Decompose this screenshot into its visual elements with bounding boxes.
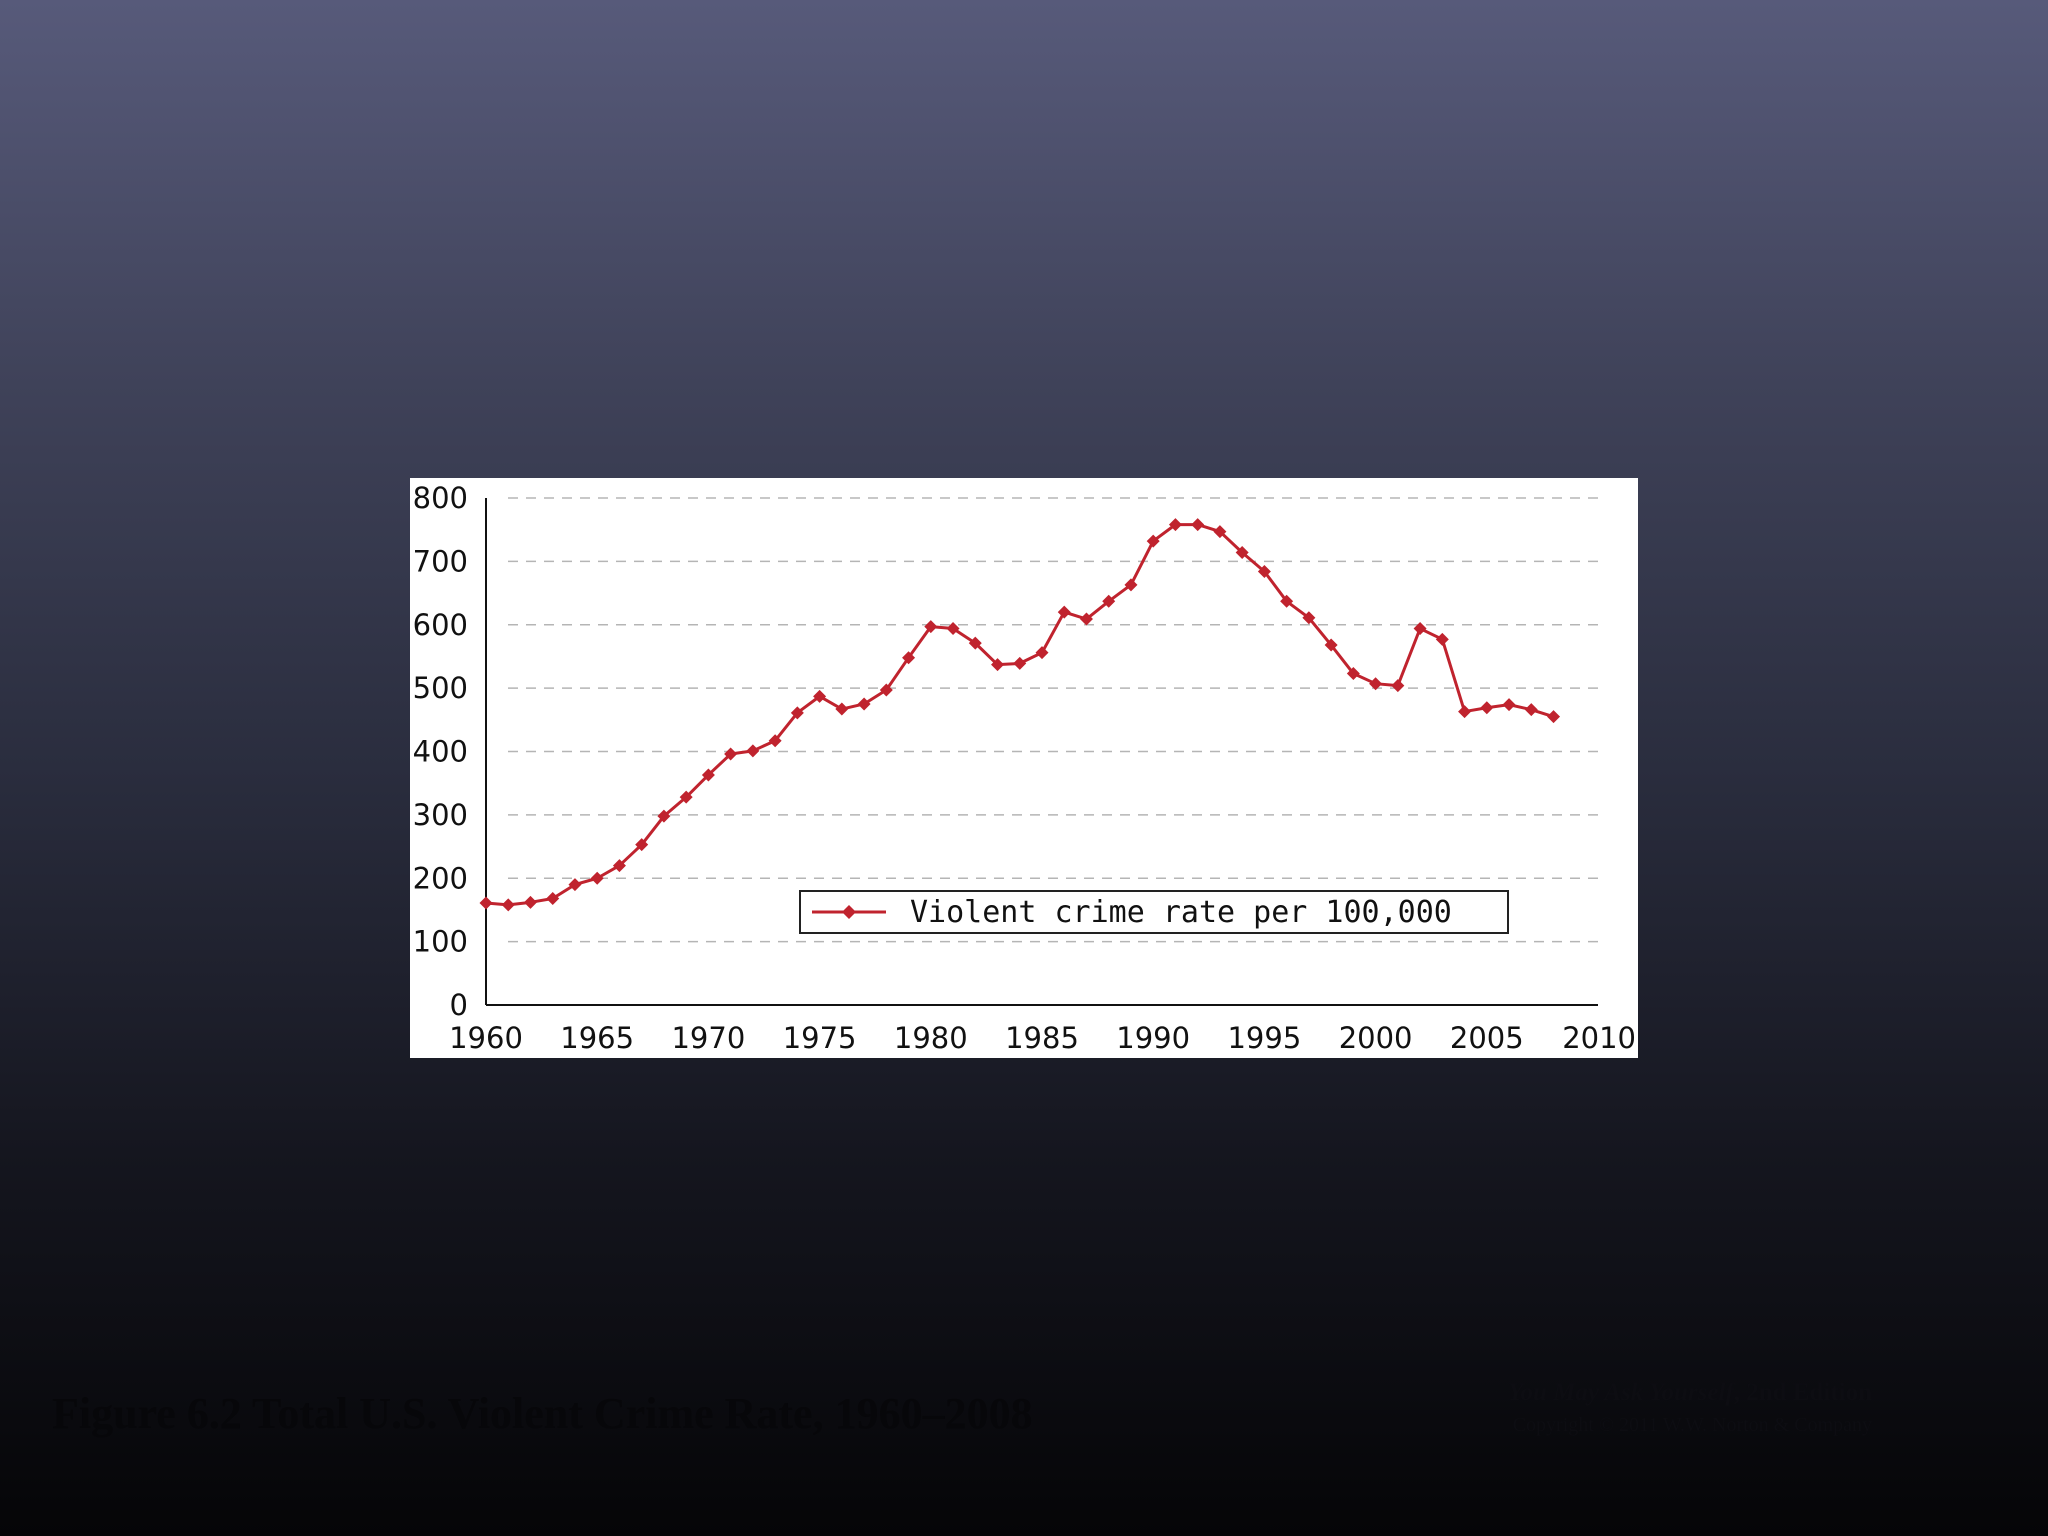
- data-point: [1280, 594, 1294, 608]
- x-tick-label: 1965: [560, 1021, 634, 1055]
- data-point: [857, 697, 871, 711]
- data-point: [1102, 594, 1116, 608]
- x-tick-label: 1975: [783, 1021, 857, 1055]
- data-point: [1079, 612, 1093, 626]
- data-point: [1168, 518, 1182, 532]
- data-point: [724, 747, 738, 761]
- y-tick-label: 200: [413, 861, 468, 895]
- data-point: [523, 895, 537, 909]
- x-tick-labels: 1960 1965 1970 1975 1980 1985 1990 1995 2000 2005…: [449, 1021, 1636, 1055]
- x-tick-label: 2005: [1450, 1021, 1524, 1055]
- axes: [485, 498, 1598, 1006]
- data-point: [1435, 632, 1449, 646]
- book-title-line: You May Ask Yourself, 2nd Edition: [1508, 1376, 1872, 1410]
- y-tick-labels: 0 100 200 300 400 500 600 700 800: [413, 481, 468, 1022]
- data-point: [1391, 679, 1405, 693]
- data-point: [590, 871, 604, 885]
- x-tick-label: 1980: [894, 1021, 968, 1055]
- data-point: [746, 744, 760, 758]
- data-point: [924, 620, 938, 634]
- data-point: [1324, 638, 1338, 652]
- data-point: [1346, 667, 1360, 681]
- data-point: [1013, 656, 1027, 670]
- legend: Violent crime rate per 100,000: [799, 890, 1509, 934]
- data-point: [1191, 518, 1205, 532]
- data-point: [835, 702, 849, 716]
- y-tick-label: 0: [450, 988, 468, 1022]
- copyright-line: Copyright © 2011 W.W. Norton & Company: [1512, 1414, 1872, 1436]
- data-point: [813, 689, 827, 703]
- data-point: [1458, 705, 1472, 719]
- data-point: [1502, 698, 1516, 712]
- x-tick-label: 1985: [1005, 1021, 1079, 1055]
- x-tick-label: 1990: [1116, 1021, 1190, 1055]
- legend-marker-swatch: [842, 905, 856, 919]
- x-tick-label: 1995: [1227, 1021, 1301, 1055]
- x-tick-label: 2000: [1339, 1021, 1413, 1055]
- data-point: [568, 878, 582, 892]
- y-tick-label: 600: [413, 608, 468, 642]
- book-credit: You May Ask Yourself, 2nd Edition Copyri…: [1508, 1376, 1872, 1440]
- y-tick-label: 700: [413, 544, 468, 578]
- data-point: [1257, 565, 1271, 579]
- data-point: [635, 838, 649, 852]
- book-edition: , 2nd Edition: [1733, 1379, 1872, 1406]
- data-point: [1235, 546, 1249, 560]
- data-point: [501, 898, 515, 912]
- gridlines: [508, 497, 1598, 943]
- data-point: [946, 622, 960, 636]
- data-point: [879, 683, 893, 697]
- x-tick-label: 1960: [449, 1021, 523, 1055]
- figure-caption: Figure 6.2 Total U.S. Violent Crime Rate…: [52, 1389, 1033, 1438]
- legend-label: Violent crime rate per 100,000: [910, 895, 1452, 930]
- data-point: [991, 658, 1005, 672]
- y-tick-label: 400: [413, 735, 468, 769]
- data-point: [1057, 605, 1071, 619]
- data-point: [1035, 646, 1049, 660]
- y-tick-label: 100: [413, 925, 468, 959]
- data-point: [1146, 534, 1160, 548]
- y-tick-label: 300: [413, 798, 468, 832]
- y-tick-label: 500: [413, 671, 468, 705]
- data-point: [1302, 611, 1316, 625]
- book-title: You May Ask Yourself: [1508, 1379, 1734, 1406]
- data-point: [902, 651, 916, 665]
- data-point: [1480, 701, 1494, 715]
- data-point: [1369, 677, 1383, 691]
- data-point: [546, 892, 560, 906]
- x-tick-label: 1970: [671, 1021, 745, 1055]
- data-point: [790, 706, 804, 720]
- data-point: [1413, 622, 1427, 636]
- series-violent-crime: [479, 518, 1561, 912]
- data-point: [657, 809, 671, 823]
- data-point: [701, 768, 715, 782]
- data-point: [1213, 525, 1227, 539]
- data-point: [1547, 710, 1561, 724]
- data-point: [768, 734, 782, 748]
- data-point: [1524, 703, 1538, 717]
- data-point: [1124, 578, 1138, 592]
- series-line: [485, 523, 1554, 907]
- data-point: [968, 636, 982, 650]
- y-tick-label: 800: [413, 481, 468, 515]
- data-point: [479, 896, 493, 910]
- x-tick-label: 2010: [1562, 1021, 1636, 1055]
- data-point: [612, 859, 626, 873]
- data-point: [679, 790, 693, 804]
- legend-box: [799, 890, 1509, 934]
- chart-panel: 0 100 200 300 400 500 600 700 800 1960 1965 1970 19…: [410, 478, 1638, 1058]
